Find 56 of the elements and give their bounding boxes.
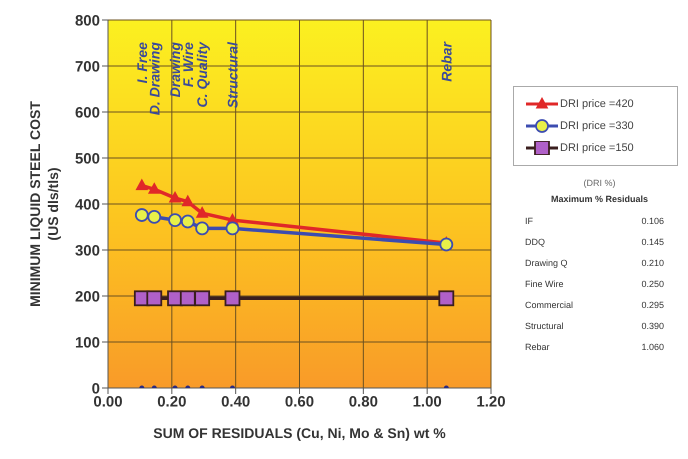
annotation: Drawing: [167, 42, 184, 98]
y-tick-label: 500: [74, 150, 100, 168]
text: 0.295: [641, 300, 664, 310]
y-tick-label: 100: [74, 334, 100, 352]
y-tick-label: 200: [74, 288, 100, 306]
text: IF: [525, 216, 533, 226]
point: [182, 195, 194, 206]
point: [169, 192, 182, 203]
text: (DRI %): [582, 178, 616, 188]
point: [134, 208, 149, 222]
text: Drawing Q: [525, 258, 568, 268]
x-tick-label: 0.80: [348, 394, 378, 411]
x-tick-label: 0.40: [221, 394, 250, 411]
legend-label: DRI price =150: [560, 142, 634, 154]
text: Fine Wire: [525, 278, 564, 288]
y-tick-label: 800: [74, 12, 100, 30]
point: [147, 210, 162, 224]
text: DDQ: [525, 236, 545, 246]
text: 0.145: [641, 236, 664, 246]
point: [438, 290, 454, 306]
point: [439, 238, 454, 252]
x-tick-label: 1.20: [476, 394, 506, 411]
annotation: Structural: [224, 40, 240, 108]
y-tick-label: 700: [74, 58, 100, 76]
y-tick-label: 300: [74, 242, 100, 260]
x-tick-label: 0.60: [284, 394, 314, 411]
x-axis-title: SUM OF RESIDUALS (Cu, Ni, Mo & Sn) wt %: [153, 425, 446, 441]
text: 0.210: [641, 258, 664, 268]
annotation: C. Quality: [194, 40, 210, 108]
legend-label: DRI price =330: [560, 120, 634, 132]
y-tick-label: 600: [74, 104, 100, 122]
text: Structural: [525, 320, 564, 330]
point: [180, 214, 195, 228]
text: 0.250: [641, 278, 664, 288]
x-tick-label: 1.00: [412, 394, 442, 411]
point: [146, 290, 162, 306]
point: [194, 290, 210, 306]
y-axis-title: MINIMUM LIQUID STEEL COST (US dls/tls): [27, 100, 61, 307]
point: [226, 221, 240, 236]
text: 0.390: [641, 320, 664, 330]
text: Rebar: [525, 342, 550, 352]
point: [196, 206, 208, 218]
point: [168, 213, 182, 227]
x-tick-label: 0.20: [157, 394, 186, 411]
text: 0.106: [641, 216, 664, 226]
text: 1.060: [641, 342, 664, 352]
annotation: Rebar: [438, 40, 454, 82]
legend-label: DRI price =420: [560, 98, 634, 110]
point: [180, 290, 196, 306]
text: Maximum % Residuals: [550, 194, 650, 204]
point: [148, 182, 160, 194]
point: [136, 179, 148, 190]
point: [224, 290, 240, 306]
y-tick-label: 400: [74, 196, 100, 214]
point: [195, 221, 210, 236]
text: Commercial: [525, 300, 574, 310]
